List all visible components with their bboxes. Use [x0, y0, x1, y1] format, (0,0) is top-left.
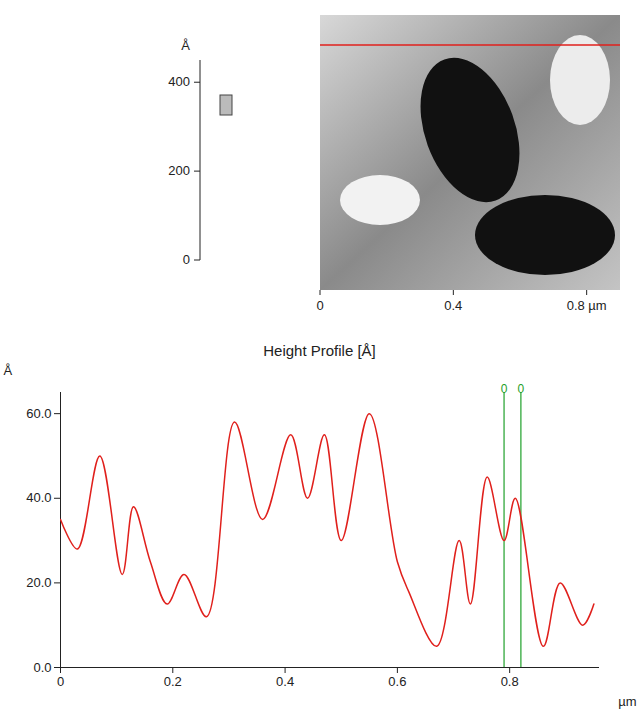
svg-text:0.4: 0.4: [276, 674, 294, 689]
svg-text:0: 0: [501, 382, 508, 396]
svg-text:60.0: 60.0: [26, 406, 51, 421]
svg-text:0.8 µm: 0.8 µm: [567, 298, 607, 313]
svg-text:0.2: 0.2: [164, 674, 182, 689]
svg-text:µm: µm: [618, 694, 636, 709]
svg-text:20.0: 20.0: [26, 575, 51, 590]
svg-text:0.6: 0.6: [388, 674, 406, 689]
svg-text:Å: Å: [4, 363, 13, 378]
svg-text:0.8: 0.8: [501, 674, 519, 689]
svg-text:0.4: 0.4: [444, 298, 462, 313]
svg-text:0: 0: [183, 252, 190, 267]
svg-text:Å: Å: [181, 38, 190, 53]
svg-text:0: 0: [518, 382, 525, 396]
svg-text:200: 200: [168, 163, 190, 178]
svg-text:0.0: 0.0: [33, 660, 51, 675]
svg-text:40.0: 40.0: [26, 490, 51, 505]
svg-text:0: 0: [316, 298, 323, 313]
svg-text:0: 0: [57, 674, 64, 689]
svg-text:400: 400: [168, 74, 190, 89]
html-text:Height Profile [Å]: Height Profile [Å]: [263, 342, 376, 359]
